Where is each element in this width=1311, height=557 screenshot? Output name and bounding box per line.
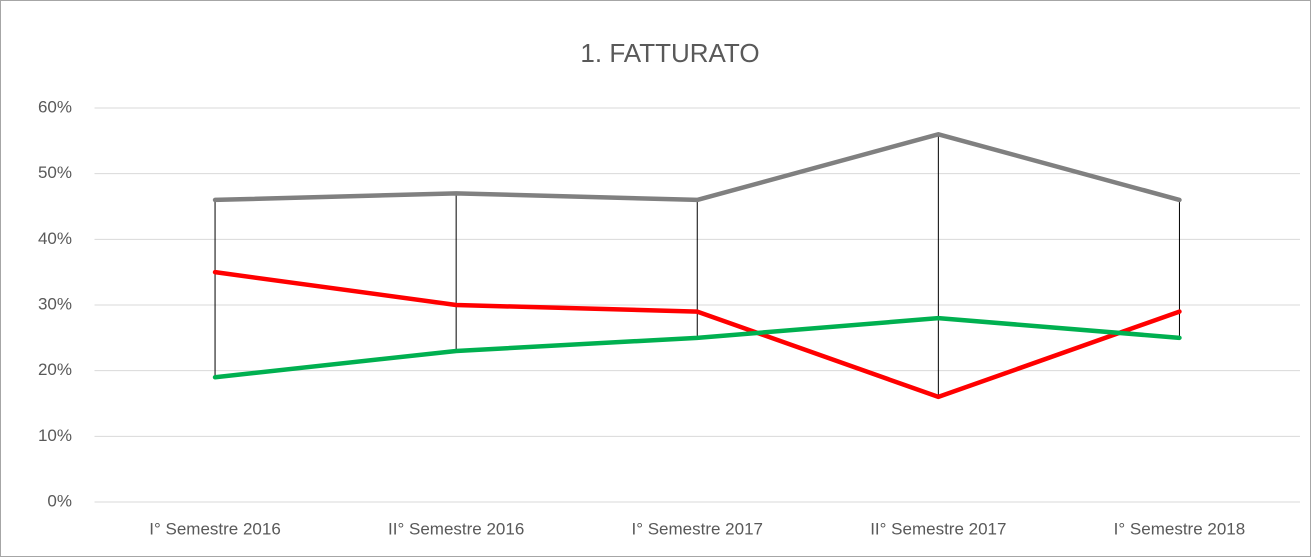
y-tick-label: 20% <box>38 360 72 379</box>
chart-title: 1. FATTURATO <box>580 38 759 68</box>
y-tick-label: 60% <box>38 97 72 116</box>
series-line <box>212 132 1182 203</box>
x-tick-label: II° Semestre 2017 <box>870 519 1006 538</box>
x-tick-label: I° Semestre 2018 <box>1114 519 1246 538</box>
series-line <box>212 269 1182 400</box>
x-tick-label: II° Semestre 2016 <box>388 519 524 538</box>
y-tick-label: 40% <box>38 229 72 248</box>
y-tick-label: 10% <box>38 426 72 445</box>
series-line <box>212 315 1182 380</box>
y-tick-label: 30% <box>38 294 72 313</box>
x-tick-label: I° Semestre 2017 <box>631 519 763 538</box>
y-tick-label: 50% <box>38 163 72 182</box>
x-tick-label: I° Semestre 2016 <box>149 519 281 538</box>
y-tick-label: 0% <box>47 491 72 510</box>
